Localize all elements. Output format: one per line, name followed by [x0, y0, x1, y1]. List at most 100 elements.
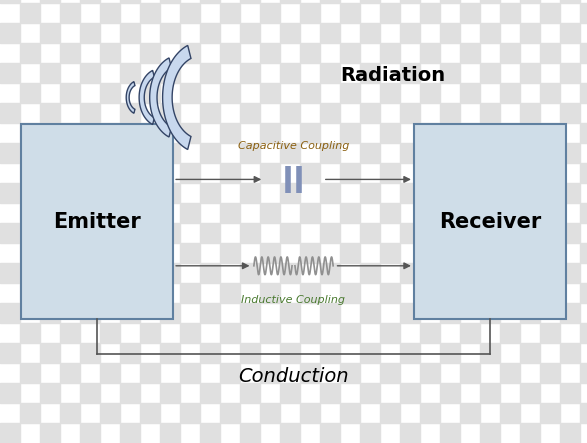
- Bar: [160, 0, 180, 3]
- Bar: [360, 343, 380, 363]
- Bar: [220, 163, 240, 183]
- Bar: [460, 3, 480, 23]
- Bar: [140, 323, 160, 343]
- Bar: [480, 183, 500, 203]
- Bar: [240, 223, 260, 243]
- Bar: [120, 343, 140, 363]
- Bar: [260, 243, 280, 263]
- Bar: [500, 283, 520, 303]
- Bar: [440, 63, 460, 83]
- Bar: [200, 343, 220, 363]
- Bar: [240, 383, 260, 403]
- Bar: [120, 183, 140, 203]
- Bar: [20, 363, 40, 383]
- Bar: [260, 203, 280, 223]
- Bar: [260, 83, 280, 103]
- Bar: [240, 423, 260, 443]
- Bar: [20, 403, 40, 423]
- Bar: [340, 203, 360, 223]
- Bar: [100, 163, 120, 183]
- Bar: [440, 223, 460, 243]
- Bar: [180, 3, 200, 23]
- Bar: [40, 223, 60, 243]
- Bar: [140, 123, 160, 143]
- Bar: [40, 63, 60, 83]
- Bar: [300, 83, 320, 103]
- Bar: [120, 23, 140, 43]
- Bar: [420, 243, 440, 263]
- Bar: [580, 203, 587, 223]
- Bar: [360, 303, 380, 323]
- Bar: [100, 43, 120, 63]
- Bar: [220, 283, 240, 303]
- Bar: [80, 223, 100, 243]
- Bar: [460, 163, 480, 183]
- Bar: [240, 263, 260, 283]
- Bar: [440, 303, 460, 323]
- Bar: [320, 183, 340, 203]
- Bar: [420, 43, 440, 63]
- Bar: [40, 103, 60, 123]
- Bar: [380, 203, 400, 223]
- Bar: [220, 3, 240, 23]
- Bar: [180, 363, 200, 383]
- Bar: [560, 143, 580, 163]
- Bar: [540, 123, 560, 143]
- Bar: [160, 183, 180, 203]
- Bar: [420, 3, 440, 23]
- Bar: [80, 183, 100, 203]
- Text: Inductive Coupling: Inductive Coupling: [241, 295, 346, 305]
- Bar: [520, 423, 540, 443]
- Bar: [140, 83, 160, 103]
- Bar: [340, 3, 360, 23]
- Bar: [320, 63, 340, 83]
- Bar: [160, 223, 180, 243]
- Bar: [500, 243, 520, 263]
- Bar: [220, 243, 240, 263]
- Bar: [500, 163, 520, 183]
- Bar: [200, 223, 220, 243]
- Bar: [0, 383, 20, 403]
- Bar: [40, 183, 60, 203]
- Bar: [340, 363, 360, 383]
- Bar: [60, 123, 80, 143]
- Bar: [360, 183, 380, 203]
- Bar: [120, 143, 140, 163]
- Bar: [480, 343, 500, 363]
- Bar: [500, 203, 520, 223]
- Polygon shape: [139, 70, 154, 124]
- Bar: [560, 23, 580, 43]
- Bar: [360, 263, 380, 283]
- Bar: [420, 123, 440, 143]
- Bar: [40, 343, 60, 363]
- Bar: [0, 23, 20, 43]
- Bar: [200, 263, 220, 283]
- Bar: [520, 303, 540, 323]
- Bar: [280, 223, 300, 243]
- Bar: [380, 43, 400, 63]
- Bar: [400, 63, 420, 83]
- Bar: [300, 363, 320, 383]
- Bar: [200, 23, 220, 43]
- Bar: [120, 223, 140, 243]
- Bar: [340, 323, 360, 343]
- Bar: [380, 3, 400, 23]
- Bar: [480, 103, 500, 123]
- Bar: [480, 143, 500, 163]
- Bar: [380, 323, 400, 343]
- Bar: [540, 323, 560, 343]
- Bar: [20, 3, 40, 23]
- Bar: [460, 363, 480, 383]
- Bar: [460, 243, 480, 263]
- Bar: [500, 363, 520, 383]
- Bar: [480, 423, 500, 443]
- Bar: [200, 103, 220, 123]
- Bar: [20, 163, 40, 183]
- Bar: [580, 363, 587, 383]
- Bar: [220, 83, 240, 103]
- Bar: [520, 63, 540, 83]
- Bar: [160, 383, 180, 403]
- Bar: [560, 103, 580, 123]
- Bar: [380, 163, 400, 183]
- Bar: [200, 63, 220, 83]
